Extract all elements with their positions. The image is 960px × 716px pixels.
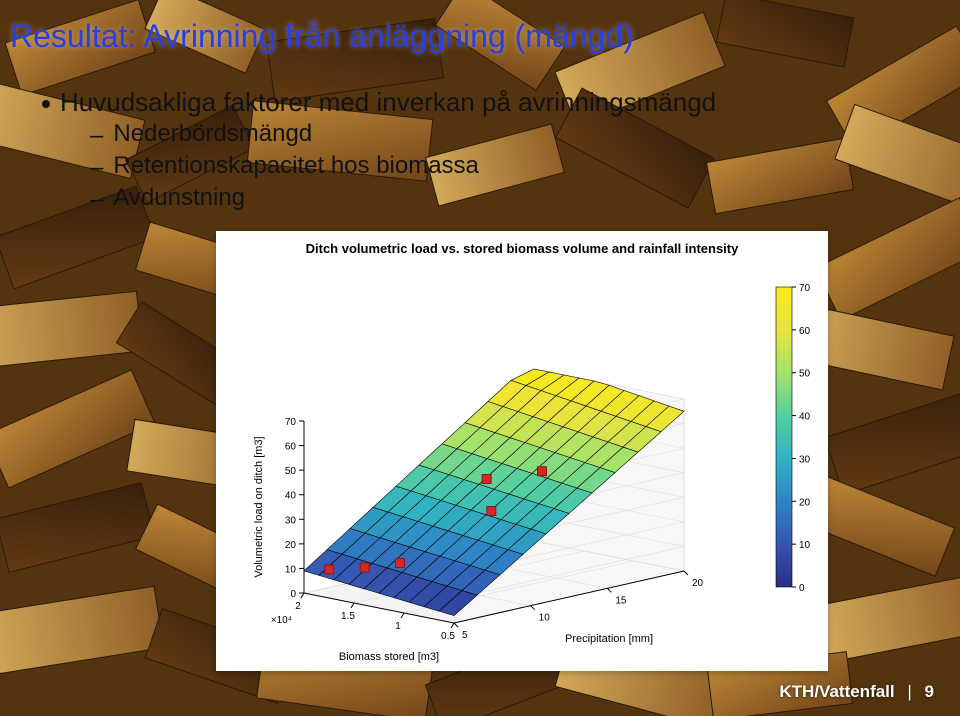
bullet-sub-3-text: Avdunstning <box>113 184 245 212</box>
dash-icon: – <box>90 122 103 150</box>
chart-panel: Ditch volumetric load vs. stored biomass… <box>216 231 828 671</box>
footer-sep: | <box>907 682 911 701</box>
svg-text:10: 10 <box>539 613 551 624</box>
surface-chart: 010203040506070Volumetric load on ditch … <box>216 231 828 671</box>
svg-text:×10⁴: ×10⁴ <box>271 615 292 626</box>
svg-text:10: 10 <box>285 564 297 575</box>
svg-text:1.5: 1.5 <box>341 611 355 622</box>
svg-text:Volumetric load on ditch [m3]: Volumetric load on ditch [m3] <box>253 436 265 577</box>
dash-icon: – <box>90 154 103 182</box>
svg-text:5: 5 <box>462 630 468 641</box>
slide-title: Resultat: Avrinning från anläggning (män… <box>0 0 960 63</box>
svg-text:0: 0 <box>799 583 805 594</box>
svg-text:1: 1 <box>395 621 401 632</box>
svg-text:20: 20 <box>799 497 811 508</box>
svg-text:40: 40 <box>799 412 811 423</box>
svg-text:70: 70 <box>285 417 297 428</box>
bullet-dot-icon <box>42 100 50 108</box>
svg-text:50: 50 <box>799 369 811 380</box>
bullet-sub-1-text: Nederbördsmängd <box>113 120 312 148</box>
svg-text:30: 30 <box>799 454 811 465</box>
dash-icon: – <box>90 186 103 214</box>
bullet-sub-1: – Nederbördsmängd <box>90 120 960 150</box>
footer-org: KTH/Vattenfall <box>779 682 894 701</box>
svg-text:60: 60 <box>799 326 811 337</box>
chart-title: Ditch volumetric load vs. stored biomass… <box>216 241 828 256</box>
bullet-sub-2-text: Retentionskapacitet hos biomassa <box>113 152 479 180</box>
svg-text:40: 40 <box>285 491 297 502</box>
svg-text:60: 60 <box>285 442 297 453</box>
svg-text:70: 70 <box>799 283 811 294</box>
bullet-main-text: Huvudsakliga faktorer med inverkan på av… <box>60 87 716 118</box>
bullet-sub-2: – Retentionskapacitet hos biomassa <box>90 152 960 182</box>
svg-text:0: 0 <box>290 589 296 600</box>
bullet-main: Huvudsakliga faktorer med inverkan på av… <box>42 87 960 118</box>
svg-text:10: 10 <box>799 540 811 551</box>
svg-text:30: 30 <box>285 515 297 526</box>
svg-text:0.5: 0.5 <box>441 631 455 642</box>
bullet-sub-3: – Avdunstning <box>90 184 960 214</box>
footer: KTH/Vattenfall | 9 <box>779 682 934 702</box>
svg-text:Precipitation [mm]: Precipitation [mm] <box>565 633 653 645</box>
bullet-list: Huvudsakliga faktorer med inverkan på av… <box>42 87 960 214</box>
svg-text:50: 50 <box>285 466 297 477</box>
svg-text:2: 2 <box>295 601 301 612</box>
svg-text:20: 20 <box>692 578 704 589</box>
footer-page: 9 <box>925 682 934 701</box>
svg-text:15: 15 <box>615 595 627 606</box>
svg-text:Biomass stored [m3]: Biomass stored [m3] <box>339 651 439 663</box>
svg-text:20: 20 <box>285 540 297 551</box>
